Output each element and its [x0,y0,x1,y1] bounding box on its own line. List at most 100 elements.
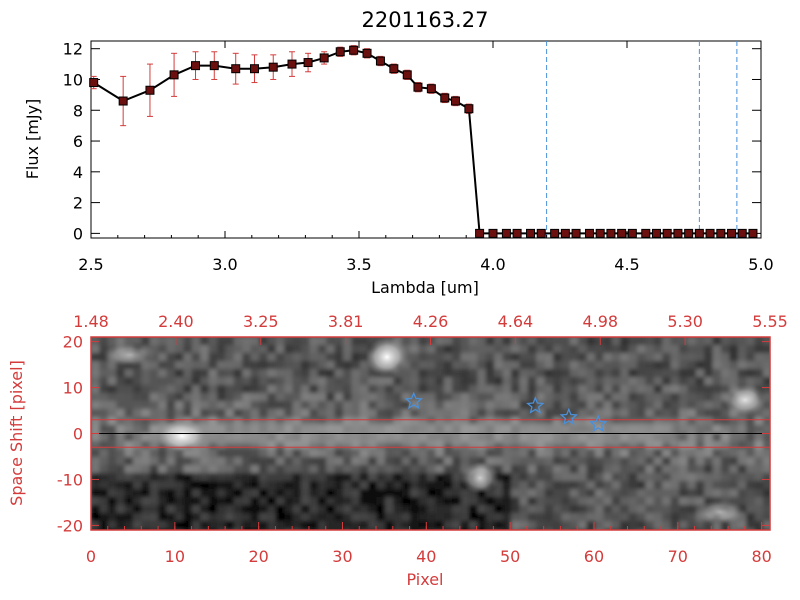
pixel-tick-label: 30 [332,547,352,566]
pixel-tick-label: 10 [165,547,185,566]
wavelength-tick-label: 4.64 [498,312,534,331]
flux-point [389,64,399,74]
flux-point [584,228,594,238]
wavelength-tick-label: 3.81 [328,312,364,331]
flux-point [560,228,570,238]
flux-point [694,228,704,238]
wavelength-top-ticks: 1.48 2.40 3.25 3.81 4.26 4.64 4.98 5.30 5.55 [73,312,788,345]
wavelength-tick-label: 5.55 [752,312,788,331]
flux-point [748,228,758,238]
x-tick-label: 5.0 [748,255,773,274]
flux-point [303,58,313,68]
y-tick-label: 8 [73,101,83,120]
y-tick-label: 4 [73,163,83,182]
flux-point [209,61,219,71]
wavelength-tick-label: 1.48 [73,312,109,331]
flux-point [737,228,747,238]
aperture-lines [91,419,770,448]
flux-point [145,85,155,95]
flux-point [362,48,372,58]
shift-tick-label: 20 [63,333,83,352]
top-plot-frame [90,40,762,239]
space-shift-axis-label: Space Shift [pixel] [7,360,26,506]
shift-tick-label: 0 [73,425,83,444]
flux-point [249,64,259,74]
flux-point [475,228,485,238]
spatial-image-panel: 0 10 20 30 40 50 60 70 80 1.48 2.40 3.25 3.81 4.26 4.… [7,312,788,589]
pixel-tick-label: 60 [584,547,604,566]
flux-spectrum-panel: 2201163.27 2.5 3.0 3.5 4.0 4.5 5.0 024681012 … [23,8,774,297]
pixel-tick-label: 20 [248,547,268,566]
flux-point [89,78,99,88]
flux-point [550,228,560,238]
wavelength-tick-label: 2.40 [158,312,194,331]
flux-point [413,82,423,92]
shift-tick-label: -20 [57,516,83,535]
x-tick-label: 4.0 [480,255,505,274]
top-x-ticks: 2.5 3.0 3.5 4.0 4.5 5.0 [78,41,774,274]
heatmap-image [91,337,770,530]
x-tick-label: 3.0 [212,255,237,274]
flux-point [464,104,474,114]
flux-point [617,228,627,238]
flux-point [191,61,201,71]
x-tick-label: 4.5 [614,255,639,274]
wavelength-tick-label: 4.98 [582,312,618,331]
flux-point [287,59,297,69]
pixel-tick-label: 40 [416,547,436,566]
flux-point [684,228,694,238]
flux-point [571,228,581,238]
shift-tick-label: 10 [63,379,83,398]
flux-point [662,228,672,238]
flux-point [595,228,605,238]
x-tick-label: 2.5 [78,255,103,274]
top-y-ticks: 0 2 4 6 8 10 12 [63,40,761,243]
flux-point [526,228,536,238]
flux-point [319,53,329,63]
star-marker [559,407,579,426]
star-markers [404,391,608,433]
flux-point [512,228,522,238]
flux-point [488,228,498,238]
flux-point [118,96,128,106]
flux-point [651,228,661,238]
wavelength-tick-label: 4.26 [413,312,449,331]
bottom-y-ticks: -20 -10 0 10 20 [57,333,770,535]
star-marker [526,396,545,414]
bottom-x-ticks: 0 10 20 30 40 50 60 70 80 [86,522,772,566]
star-marker [404,391,423,410]
flux-series-line [93,49,753,235]
flux-point [426,84,436,94]
flux-point [716,228,726,238]
wavelength-tick-label: 5.30 [667,312,703,331]
pixel-tick-label: 80 [751,547,771,566]
y-tick-label: 6 [73,132,83,151]
flux-point [450,96,460,106]
flux-point [727,228,737,238]
flux-point [501,228,511,238]
flux-point [349,45,359,55]
flux-point [268,62,278,72]
pixel-axis-label: Pixel [406,570,443,589]
flux-point [169,70,179,80]
flux-point [335,47,345,57]
y-tick-label: 0 [73,224,83,243]
y-tick-label: 10 [63,70,83,89]
flux-point [375,56,385,66]
pixel-tick-label: 0 [86,547,96,566]
shift-tick-label: -10 [57,470,83,489]
wavelength-tick-label: 3.25 [243,312,279,331]
x-axis-label: Lambda [um] [371,278,479,297]
flux-point [606,228,616,238]
flux-point [231,64,241,74]
x-tick-label: 3.5 [346,255,371,274]
pixel-tick-label: 50 [500,547,520,566]
flux-point [705,228,715,238]
flux-point [641,228,651,238]
flux-markers [89,45,758,238]
y-axis-label: Flux [mJy] [23,99,42,180]
flux-point [627,228,637,238]
chart-title: 2201163.27 [362,8,489,32]
flux-point [536,228,546,238]
flux-point [673,228,683,238]
